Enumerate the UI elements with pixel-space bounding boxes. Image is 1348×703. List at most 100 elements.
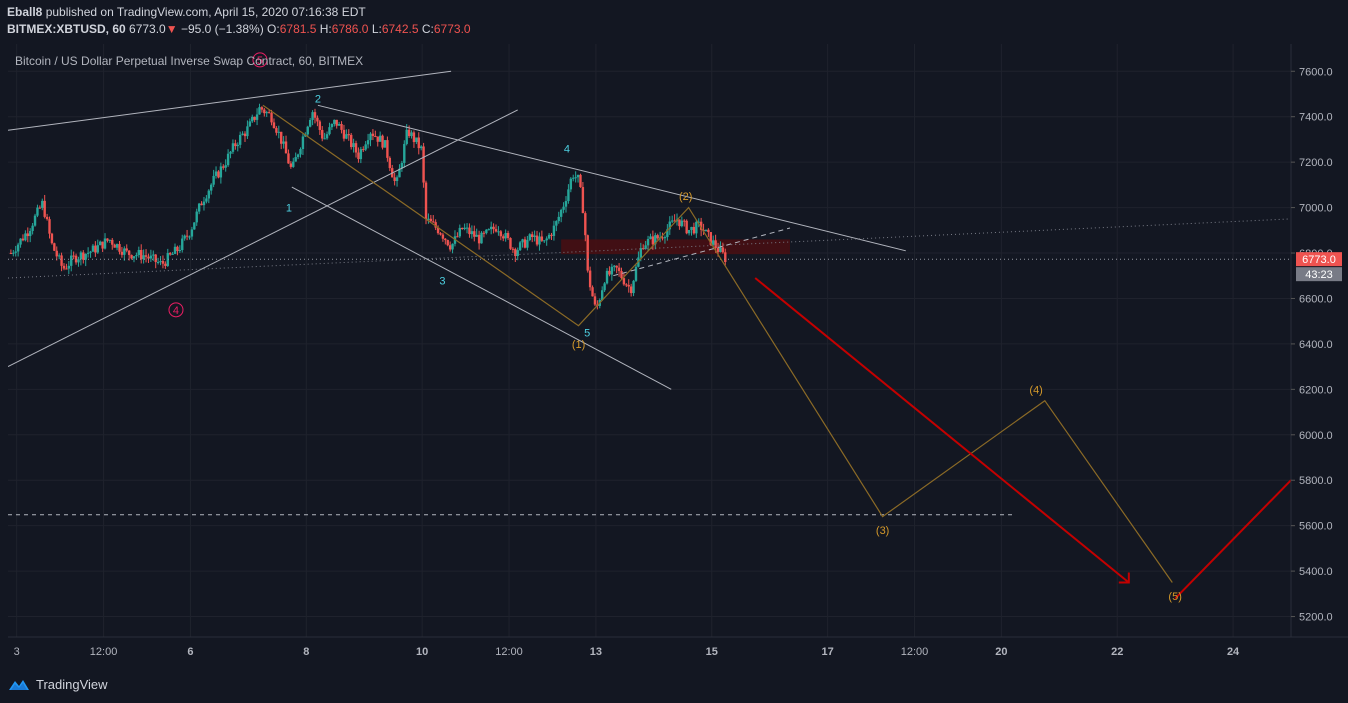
candle-body [294,157,297,162]
price-change: −95.0 (−1.38%) [180,22,264,36]
chart-title: Bitcoin / US Dollar Perpetual Inverse Sw… [15,54,363,68]
candle-body [514,249,517,257]
candle-body [272,122,276,129]
candle-body [89,251,92,253]
candle-body [632,280,635,294]
candle-body [489,226,493,230]
ohlc-high-value: 6786.0 [331,22,369,36]
candle-body [600,290,604,300]
candle-body [113,244,116,248]
candle-body [224,165,227,168]
candle-body [79,252,83,260]
wave-label: (2) [679,191,692,203]
candle-body [292,161,295,167]
candle-body [347,134,350,136]
candle-body [540,236,544,241]
candle-body [692,226,696,234]
candle-body [166,253,169,266]
price-tick-label: 6000.0 [1299,430,1333,442]
candle-body [475,234,478,237]
ohlc-open-label: O: [267,22,280,36]
wave-label: 4 [564,144,570,156]
candle-body [707,229,710,233]
candle-body [229,151,232,154]
candle-body [142,255,145,260]
candle-body [316,117,319,122]
change-down-icon: ▼ [165,22,178,36]
time-tick-label: 6 [187,646,193,658]
candle-body [168,253,172,255]
candle-body [197,203,201,212]
candle-body [103,238,107,249]
candle-body [333,119,336,124]
candle-body [603,283,606,291]
wave-label: (4) [1029,384,1042,396]
candle-body [403,143,406,163]
countdown-label: 43:23 [1305,269,1333,281]
candle-body [620,270,623,279]
candle-body [289,163,293,167]
candle-body [248,121,252,127]
candle-body [342,129,346,139]
time-tick-label: 12:00 [901,646,929,658]
candle-body [111,239,114,245]
published-text: published on TradingView.com, April 15, … [45,5,366,19]
time-tick-label: 24 [1227,646,1240,658]
candle-body [451,243,454,250]
candle-body [299,149,302,155]
candle-body [576,174,580,178]
candle-body [605,270,609,284]
candle-body [321,129,324,139]
candle-body [629,286,633,294]
candle-body [82,252,85,260]
tradingview-brand[interactable]: TradingView [8,677,108,692]
time-tick-label: 8 [303,646,309,658]
candle-body [670,220,674,222]
candle-body [673,220,676,222]
candle-body [183,235,186,239]
candle-body [352,143,355,148]
rising-trendline [7,109,518,368]
candle-body [243,133,247,137]
author-name[interactable]: Eball8 [7,5,43,19]
candle-body [584,213,587,236]
descending-resistance-line [317,104,906,252]
candle-body [53,243,56,251]
candle-body [545,238,548,241]
candle-body [557,216,560,222]
candle-body [96,245,99,253]
candle-body [651,236,655,245]
candle-body [516,250,519,257]
candle-body [668,221,671,230]
candle-body [335,119,338,126]
current-price-label: 6773.0 [1302,254,1336,266]
candle-body [50,233,54,244]
wave-label-circle [168,302,184,318]
candle-body [588,270,592,288]
candle-body [159,261,162,263]
candle-body [313,112,317,118]
candle-body [26,233,29,237]
candle-body [448,245,452,250]
dashed-projection-line [613,227,791,277]
candle-body [422,146,425,183]
candle-body [444,238,447,241]
candle-body [101,241,104,249]
candle-body [188,236,191,238]
candle-body [436,227,440,234]
candle-body [429,218,433,222]
candle-body [185,235,189,237]
ohlc-close-label: C: [421,22,434,36]
candle-body [9,253,13,255]
candle-body [149,255,153,259]
symbol-name[interactable]: BITMEX:XBTUSD, 60 [7,22,126,36]
candle-body [644,245,647,249]
candle-body [499,231,503,237]
candle-body [67,265,71,269]
candle-body [311,112,314,120]
candle-body [115,244,119,248]
candle-body [663,237,667,239]
candle-body [57,255,61,257]
candle-body [65,268,68,270]
